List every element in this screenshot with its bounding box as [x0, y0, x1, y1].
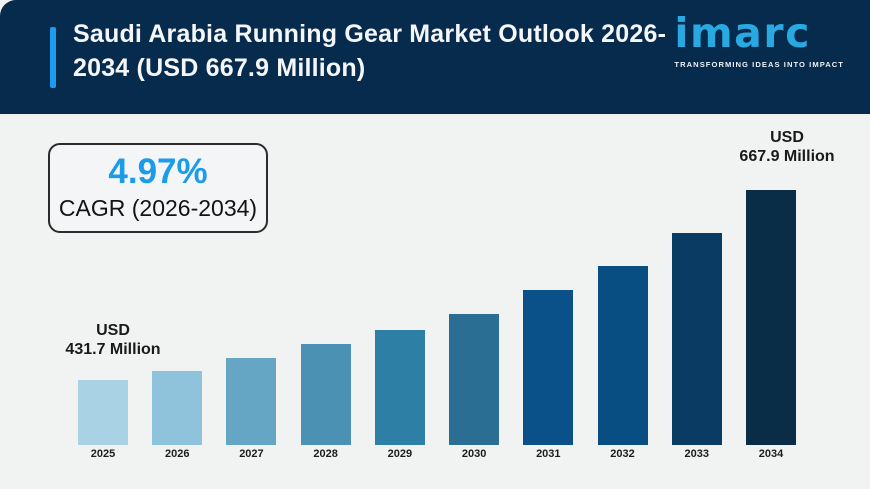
x-label-2029: 2029	[387, 448, 413, 460]
imarc-logo-tagline: TRANSFORMING IDEAS INTO IMPACT	[674, 60, 844, 69]
x-axis-labels: 2025 2026 2027 2028 2029 2030 2031 2032 2033 2034	[78, 448, 796, 460]
x-label-2026: 2026	[164, 448, 190, 460]
bar-2029	[374, 330, 425, 445]
page-title: Saudi Arabia Running Gear Market Outlook…	[73, 17, 673, 85]
callout-2025-value: USD 431.7 Million	[40, 321, 186, 359]
header: Saudi Arabia Running Gear Market Outlook…	[0, 0, 870, 114]
x-label-2028: 2028	[313, 448, 338, 460]
imarc-logo: imarc TRANSFORMING IDEAS INTO IMPACT	[674, 8, 844, 69]
x-label-2033: 2033	[684, 448, 709, 460]
bar-2030	[449, 314, 500, 445]
cagr-card: 4.97% CAGR (2026-2034)	[48, 143, 268, 233]
page-title-line1: Saudi Arabia Running Gear Market Outlook…	[73, 20, 667, 48]
bar-series	[78, 185, 796, 445]
cagr-value: 4.97%	[108, 152, 208, 191]
imarc-logo-wordmark: imarc	[674, 9, 811, 57]
page-title-line2: 2034 (USD 667.9 Million)	[73, 54, 366, 82]
callout-2025-currency: USD	[96, 322, 130, 339]
bar-2034	[745, 190, 796, 445]
bar-2028	[300, 344, 351, 445]
callout-2034-value: USD 667.9 Million	[714, 128, 860, 166]
bar-2027	[226, 358, 277, 445]
x-label-2031: 2031	[536, 448, 561, 460]
title-accent-bar	[50, 27, 56, 88]
x-label-2034: 2034	[758, 448, 784, 460]
callout-2034-amount: 667.9 Million	[739, 148, 835, 165]
callout-2025-amount: 431.7 Million	[65, 341, 161, 358]
bar-2032	[597, 266, 648, 445]
callout-2034-currency: USD	[770, 129, 804, 146]
x-label-2025: 2025	[90, 448, 116, 460]
bar-2025	[78, 380, 128, 445]
cagr-label: CAGR (2026-2034)	[58, 195, 258, 221]
x-label-2030: 2030	[461, 448, 487, 460]
bar-2031	[523, 290, 574, 445]
x-label-2032: 2032	[610, 448, 635, 460]
bar-2026	[152, 371, 203, 445]
bar-2033	[671, 233, 722, 445]
x-label-2027: 2027	[239, 448, 264, 460]
